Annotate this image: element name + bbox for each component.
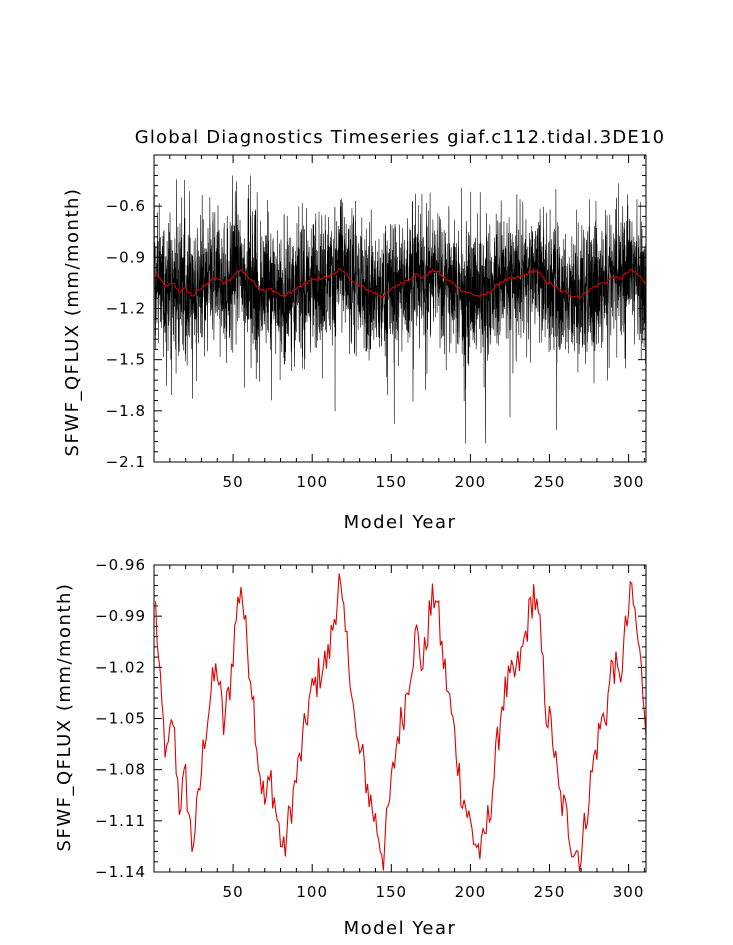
series-annual-mean-line: [155, 573, 646, 872]
chart-bottom: Model Year SFWF_QFLUX (mm/month) 50 100 15…: [54, 556, 647, 939]
x-tick-label: 250: [534, 883, 566, 901]
y-tick-label: −0.9: [106, 248, 146, 266]
y-tick-label: −1.02: [95, 658, 146, 676]
x-axis-label: Model Year: [344, 918, 457, 939]
y-tick-label: −0.6: [106, 197, 146, 215]
plot-frame: [153, 154, 647, 463]
plot-frame: [153, 564, 647, 873]
x-tick-label: 150: [375, 473, 407, 491]
y-tick-labels: −2.1 −1.8 −1.5 −1.2 −0.9 −0.6: [106, 197, 146, 471]
x-axis-label: Model Year: [344, 512, 457, 533]
x-tick-labels: 50 100 150 200 250 300: [223, 473, 645, 491]
x-tick-label: 250: [534, 473, 566, 491]
y-tick-label: −1.5: [106, 351, 146, 369]
y-tick-label: −1.08: [95, 761, 146, 779]
x-tick-label: 200: [455, 883, 487, 901]
x-tick-label: 300: [613, 883, 645, 901]
x-tick-label: 150: [375, 883, 407, 901]
y-tick-label: −1.8: [106, 402, 146, 420]
plot-area: [154, 154, 646, 463]
y-axis-label: SFWF_QFLUX (mm/month): [62, 188, 83, 457]
series-monthly-line: [154, 175, 646, 444]
x-tick-label: 50: [223, 883, 244, 901]
x-tick-label: 100: [296, 473, 328, 491]
series-annual-mean-line: [155, 267, 646, 299]
x-tick-label: 100: [296, 883, 328, 901]
y-tick-labels: −1.14 −1.11 −1.08 −1.05 −1.02 −0.99 −0.96: [95, 556, 146, 881]
y-axis-label: SFWF_QFLUX (mm/month): [54, 583, 75, 852]
y-tick-label: −0.96: [95, 556, 146, 574]
y-tick-label: −0.99: [95, 607, 146, 625]
y-tick-label: −1.11: [95, 812, 146, 830]
y-tick-label: −1.05: [95, 710, 146, 728]
y-tick-label: −1.2: [106, 300, 146, 318]
plot-area: [154, 564, 646, 873]
x-tick-label: 200: [455, 473, 487, 491]
x-tick-labels: 50 100 150 200 250 300: [223, 883, 645, 901]
x-tick-label: 300: [613, 473, 645, 491]
y-tick-label: −1.14: [95, 863, 146, 881]
x-tick-label: 50: [223, 473, 244, 491]
chart-title: Global Diagnostics Timeseries giaf.c112.…: [135, 127, 666, 148]
chart-top: Global Diagnostics Timeseries giaf.c112.…: [62, 127, 666, 533]
y-tick-label: −2.1: [106, 453, 146, 471]
